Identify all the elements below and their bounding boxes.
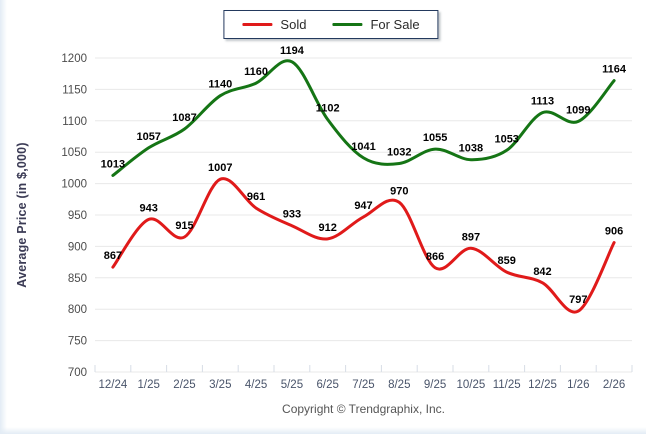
svg-text:943: 943	[140, 202, 158, 214]
svg-text:1013: 1013	[101, 158, 125, 170]
svg-text:797: 797	[569, 294, 587, 306]
svg-text:1200: 1200	[61, 53, 87, 65]
sold-line-swatch	[242, 23, 273, 26]
svg-text:1007: 1007	[208, 162, 232, 174]
svg-text:933: 933	[283, 209, 301, 221]
svg-text:1102: 1102	[316, 103, 340, 115]
svg-text:912: 912	[319, 222, 337, 234]
svg-text:1041: 1041	[351, 141, 375, 153]
svg-text:867: 867	[104, 250, 122, 262]
svg-text:842: 842	[533, 266, 551, 278]
svg-text:859: 859	[498, 255, 516, 267]
svg-text:1160: 1160	[244, 66, 268, 78]
y-axis-title: Average Price (in $,000)	[15, 142, 29, 288]
for-sale-line-swatch	[332, 23, 363, 26]
svg-text:947: 947	[354, 200, 372, 212]
svg-text:8/25: 8/25	[388, 379, 410, 391]
svg-text:1032: 1032	[387, 147, 411, 159]
svg-text:1000: 1000	[61, 179, 87, 191]
svg-text:970: 970	[390, 185, 408, 197]
svg-text:6/25: 6/25	[317, 379, 339, 391]
svg-text:1150: 1150	[62, 84, 87, 96]
svg-text:9/25: 9/25	[424, 379, 446, 391]
svg-text:915: 915	[175, 220, 193, 232]
svg-text:900: 900	[68, 241, 87, 253]
svg-text:12/24: 12/24	[99, 379, 128, 391]
svg-text:700: 700	[68, 367, 87, 379]
svg-text:906: 906	[605, 226, 623, 238]
legend-label-sold: Sold	[280, 17, 307, 32]
svg-text:961: 961	[247, 191, 265, 203]
svg-text:7/25: 7/25	[352, 379, 374, 391]
svg-text:1099: 1099	[566, 104, 590, 116]
svg-text:850: 850	[68, 273, 87, 285]
svg-text:10/25: 10/25	[457, 379, 486, 391]
copyright-text: Copyright © Trendgraphix, Inc.	[282, 402, 445, 416]
chart-legend: Sold For Sale	[223, 10, 439, 39]
svg-text:1050: 1050	[61, 147, 87, 159]
legend-label-for-sale: For Sale	[370, 17, 420, 32]
svg-text:950: 950	[68, 210, 87, 222]
svg-text:5/25: 5/25	[281, 379, 303, 391]
svg-text:897: 897	[462, 231, 480, 243]
legend-item-for-sale: For Sale	[332, 17, 420, 32]
svg-text:750: 750	[68, 336, 87, 348]
svg-text:800: 800	[68, 304, 87, 316]
svg-text:1194: 1194	[280, 45, 305, 57]
svg-text:1053: 1053	[494, 133, 518, 145]
svg-text:12/25: 12/25	[528, 379, 557, 391]
svg-text:3/25: 3/25	[209, 379, 231, 391]
svg-text:1055: 1055	[423, 132, 447, 144]
svg-text:1038: 1038	[459, 143, 483, 155]
svg-text:1113: 1113	[531, 96, 554, 108]
svg-text:1/25: 1/25	[138, 379, 160, 391]
svg-text:1164: 1164	[602, 64, 627, 76]
svg-text:11/25: 11/25	[493, 379, 521, 391]
svg-text:1100: 1100	[62, 116, 87, 128]
svg-text:1140: 1140	[208, 79, 232, 91]
svg-text:2/26: 2/26	[603, 379, 625, 391]
svg-text:1087: 1087	[172, 112, 196, 124]
svg-text:1057: 1057	[136, 131, 160, 143]
svg-text:1/26: 1/26	[567, 379, 589, 391]
svg-text:2/25: 2/25	[173, 379, 195, 391]
svg-text:866: 866	[426, 251, 444, 263]
svg-text:4/25: 4/25	[245, 379, 267, 391]
legend-item-sold: Sold	[242, 17, 306, 32]
